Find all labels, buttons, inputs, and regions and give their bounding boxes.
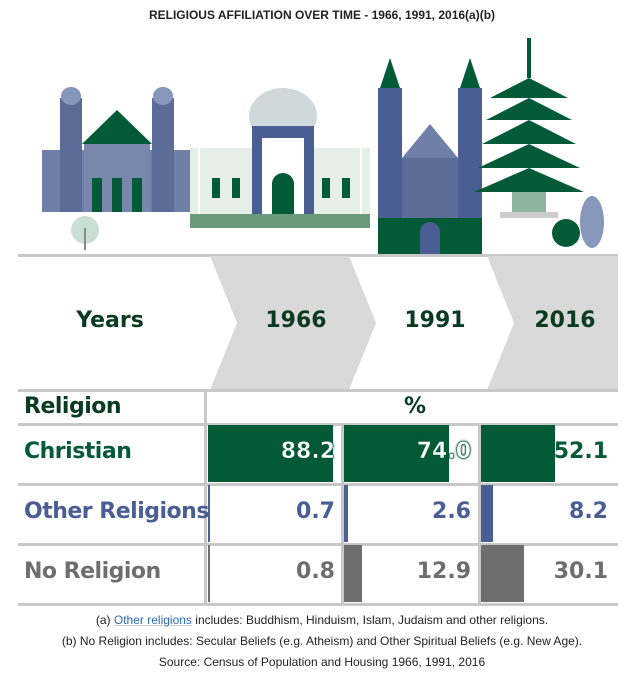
- years-header: Years: [76, 308, 144, 333]
- divider: [478, 485, 481, 543]
- source-note: Source: Census of Population and Housing…: [158, 655, 486, 669]
- footnote-prefix: (a): [95, 613, 114, 627]
- value-bar: [208, 425, 334, 482]
- value-label: 2.6: [432, 499, 471, 524]
- value-bar: [481, 485, 493, 542]
- divider: [478, 545, 481, 603]
- value-label: 88.2: [280, 439, 335, 465]
- divider: [18, 483, 618, 486]
- synagogue-icon: [42, 87, 192, 250]
- year-2016: 2016: [534, 308, 596, 333]
- value-label: 12.9: [416, 559, 471, 584]
- year-chevrons: [210, 256, 618, 390]
- row-label: No Religion: [24, 559, 161, 584]
- religion-header: Religion: [24, 394, 122, 419]
- table-cell: 12.9: [344, 545, 479, 602]
- value-label: 0.7: [296, 499, 335, 524]
- divider: [204, 390, 207, 606]
- value-bar: [344, 485, 348, 542]
- year-1966: 1966: [265, 308, 327, 333]
- table-cell: 2.6: [344, 485, 479, 542]
- divider: [341, 425, 344, 483]
- value-bar: [344, 425, 450, 482]
- buildings-illustration: [42, 38, 604, 254]
- value-label: 0.8: [296, 559, 335, 584]
- table-cell: 8.2: [481, 485, 616, 542]
- divider: [18, 254, 618, 257]
- value-bar: [208, 485, 210, 542]
- value-bar: [481, 425, 555, 482]
- value-label: 30.1: [553, 559, 608, 584]
- table-cell: 74.0: [344, 425, 479, 482]
- value-bar: [344, 545, 363, 602]
- divider: [341, 545, 344, 603]
- footnote-a: (a) Other religions includes: Buddhism, …: [0, 613, 644, 627]
- table-cell: 0.8: [208, 545, 343, 602]
- footnote-text: includes: Buddhism, Hinduism, Islam, Jud…: [191, 613, 549, 627]
- value-label: 74.0: [416, 439, 471, 465]
- chart-title: RELIGIOUS AFFILIATION OVER TIME - 1966, …: [148, 8, 496, 22]
- divider: [341, 485, 344, 543]
- divider: [18, 389, 618, 392]
- divider: [478, 425, 481, 483]
- year-1991: 1991: [404, 308, 466, 333]
- table-cell: 88.2: [208, 425, 343, 482]
- table-cell: 0.7: [208, 485, 343, 542]
- footnote-b: (b) No Religion includes: Secular Belief…: [61, 634, 583, 648]
- value-bar: [208, 545, 210, 602]
- pagoda-icon: [474, 38, 604, 248]
- percent-header: %: [403, 394, 427, 419]
- value-label: 52.1: [553, 439, 608, 464]
- mosque-icon: [190, 88, 370, 228]
- divider: [18, 423, 618, 426]
- cathedral-icon: [378, 58, 482, 254]
- divider: [18, 543, 618, 546]
- row-label: Christian: [24, 439, 132, 464]
- value-label: 8.2: [569, 499, 608, 524]
- divider: [18, 603, 618, 606]
- value-bar: [481, 545, 524, 602]
- row-label: Other Religions: [24, 499, 209, 524]
- chevron-1966: [210, 256, 376, 390]
- other-religions-link[interactable]: Other religions: [113, 613, 192, 627]
- chevron-2016: [487, 256, 618, 390]
- table-cell: 52.1: [481, 425, 616, 482]
- table-cell: 30.1: [481, 545, 616, 602]
